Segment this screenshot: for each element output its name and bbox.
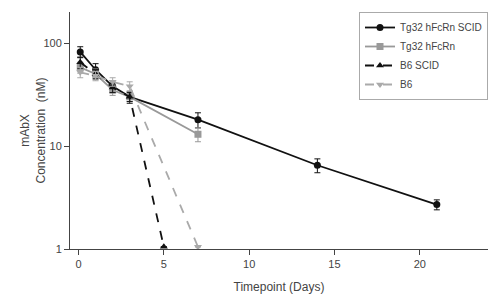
svg-text:0: 0: [75, 258, 81, 270]
svg-text:15: 15: [328, 258, 340, 270]
svg-text:10: 10: [50, 140, 62, 152]
svg-text:20: 20: [414, 258, 426, 270]
svg-text:B6 SCID: B6 SCID: [400, 60, 439, 71]
svg-text:Timepoint (Days): Timepoint (Days): [234, 280, 325, 294]
svg-text:100: 100: [43, 37, 61, 49]
svg-text:Tg32 hFcRn: Tg32 hFcRn: [400, 41, 455, 52]
svg-text:mAbXConcentration (nM): mAbXConcentration (nM): [18, 77, 48, 183]
svg-text:1: 1: [56, 243, 62, 255]
svg-text:B6: B6: [400, 79, 413, 90]
svg-text:5: 5: [161, 258, 167, 270]
svg-text:Tg32 hFcRn SCID: Tg32 hFcRn SCID: [400, 22, 482, 33]
svg-text:10: 10: [243, 258, 255, 270]
